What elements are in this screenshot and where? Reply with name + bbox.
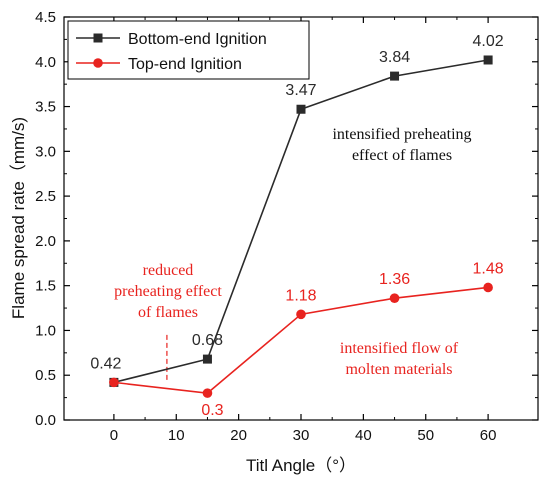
data-label: 0.42 bbox=[90, 355, 121, 372]
x-tick-label: 30 bbox=[293, 427, 310, 444]
legend-label: Bottom-end Ignition bbox=[128, 31, 267, 48]
legend-label: Top-end Ignition bbox=[128, 56, 242, 73]
data-label: 0.3 bbox=[201, 402, 223, 419]
y-tick-label: 0.5 bbox=[35, 367, 56, 384]
axis-ticks bbox=[64, 16, 538, 421]
y-tick-label: 0.0 bbox=[35, 412, 56, 429]
annotation-line: preheating effect bbox=[114, 283, 222, 300]
data-label: 0.68 bbox=[192, 332, 223, 349]
series-1-point bbox=[202, 354, 212, 364]
annotations: intensified preheating effect of flames re… bbox=[114, 126, 471, 378]
data-label: 3.84 bbox=[379, 49, 410, 66]
x-tick-label: 0 bbox=[110, 427, 118, 444]
y-tick-label: 3.0 bbox=[35, 143, 56, 160]
legend-marker-1 bbox=[93, 33, 103, 43]
data-label: 1.48 bbox=[473, 260, 504, 277]
x-tick-label: 50 bbox=[417, 427, 434, 444]
legend-box bbox=[67, 20, 310, 80]
series-2-point bbox=[109, 377, 119, 388]
series-2-point bbox=[389, 293, 400, 304]
series-2-point bbox=[483, 282, 493, 293]
series-1-point bbox=[390, 71, 400, 81]
x-tick-label: 20 bbox=[230, 427, 247, 444]
y-tick-label: 1.5 bbox=[35, 278, 56, 295]
y-tick-label: 1.0 bbox=[35, 322, 56, 339]
series-2-point bbox=[202, 388, 213, 398]
series-layer bbox=[109, 55, 493, 398]
series-2-point bbox=[296, 309, 306, 320]
x-tick-labels: 0 10 20 30 40 50 60 bbox=[110, 427, 497, 444]
series-1-point bbox=[296, 104, 306, 114]
data-label: 3.47 bbox=[285, 82, 316, 99]
y-tick-label: 4.0 bbox=[35, 54, 56, 71]
y-tick-label: 2.0 bbox=[35, 233, 56, 250]
y-tick-label: 4.5 bbox=[35, 9, 56, 26]
plot-area bbox=[63, 16, 539, 421]
data-label: 1.18 bbox=[285, 287, 316, 304]
data-label: 1.36 bbox=[379, 271, 410, 288]
annotation-line: intensified flow of bbox=[340, 340, 459, 357]
annotation-line: of flames bbox=[138, 304, 198, 321]
annotation-line: intensified preheating bbox=[332, 126, 471, 143]
y-axis-title: Flame spread rate（mm/s) bbox=[9, 117, 28, 319]
series-1-point bbox=[483, 55, 493, 65]
x-tick-label: 10 bbox=[168, 427, 185, 444]
x-tick-label: 60 bbox=[480, 427, 497, 444]
y-tick-label: 2.5 bbox=[35, 188, 56, 205]
data-labels: 0.42 0.68 3.47 3.84 4.02 0.3 1.18 1.36 1.48 bbox=[90, 33, 503, 419]
legend-marker-2 bbox=[93, 58, 103, 68]
x-tick-label: 40 bbox=[355, 427, 372, 444]
y-tick-labels: 0.0 0.5 1.0 1.5 2.0 2.5 3.0 3.5 4.0 4.5 bbox=[35, 9, 56, 429]
data-label: 4.02 bbox=[473, 33, 504, 50]
x-axis-title: Titl Angle（°） bbox=[246, 456, 356, 475]
legend: Bottom-end Ignition Top-end Ignition bbox=[67, 20, 310, 80]
annotation-line: reduced bbox=[143, 262, 194, 279]
annotation-line: effect of flames bbox=[352, 147, 452, 164]
y-tick-label: 3.5 bbox=[35, 99, 56, 116]
annotation-line: molten materials bbox=[345, 361, 452, 378]
